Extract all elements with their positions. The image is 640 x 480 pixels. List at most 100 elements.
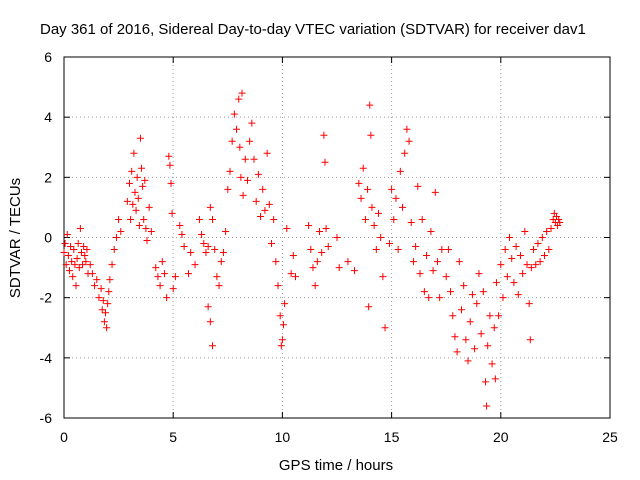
data-point bbox=[407, 218, 415, 226]
x-tick-label: 0 bbox=[60, 429, 68, 445]
data-point bbox=[359, 164, 367, 172]
x-tick-label: 25 bbox=[602, 429, 618, 445]
data-point bbox=[526, 336, 534, 344]
data-point bbox=[213, 273, 221, 281]
y-axis-label: SDTVAR / TECUs bbox=[7, 178, 24, 298]
data-point bbox=[63, 230, 71, 238]
data-point bbox=[143, 237, 151, 245]
data-point bbox=[75, 264, 83, 272]
data-point bbox=[140, 215, 148, 223]
data-point bbox=[91, 282, 99, 290]
data-point bbox=[442, 273, 450, 281]
data-point bbox=[464, 357, 472, 365]
data-point bbox=[324, 243, 332, 251]
data-point bbox=[486, 312, 494, 320]
data-point bbox=[473, 300, 481, 308]
data-point bbox=[134, 194, 142, 202]
data-point bbox=[462, 336, 470, 344]
data-point bbox=[263, 149, 271, 157]
data-point bbox=[219, 249, 227, 257]
data-point bbox=[457, 306, 465, 314]
x-tick-label: 20 bbox=[493, 429, 509, 445]
data-point bbox=[156, 282, 164, 290]
data-point bbox=[385, 240, 393, 248]
data-point bbox=[521, 227, 529, 235]
data-point bbox=[390, 215, 398, 223]
data-point bbox=[514, 291, 522, 299]
data-point bbox=[123, 197, 131, 205]
data-point bbox=[508, 255, 516, 263]
data-point bbox=[180, 243, 188, 251]
y-tick-label: -4 bbox=[40, 350, 53, 366]
data-point bbox=[224, 185, 232, 193]
data-point bbox=[506, 234, 514, 241]
data-point bbox=[468, 291, 476, 299]
data-point bbox=[388, 185, 396, 193]
data-point bbox=[420, 288, 428, 296]
data-point bbox=[110, 246, 118, 254]
data-point bbox=[69, 273, 77, 281]
data-point bbox=[60, 249, 68, 257]
data-point bbox=[81, 252, 89, 260]
data-point bbox=[200, 240, 208, 248]
data-point bbox=[95, 294, 103, 302]
data-point bbox=[495, 312, 503, 320]
data-point bbox=[431, 188, 439, 196]
data-point bbox=[176, 221, 184, 229]
data-point bbox=[545, 246, 553, 254]
data-point bbox=[131, 188, 139, 196]
data-point bbox=[412, 243, 420, 251]
data-point bbox=[133, 173, 141, 181]
data-point bbox=[350, 267, 358, 275]
data-point bbox=[82, 258, 90, 266]
data-point bbox=[88, 270, 96, 278]
data-point bbox=[195, 215, 203, 223]
y-tick-label: -6 bbox=[40, 410, 53, 426]
data-point bbox=[248, 119, 256, 127]
data-point bbox=[361, 215, 369, 223]
data-point bbox=[68, 258, 76, 266]
data-point bbox=[497, 261, 505, 269]
data-point bbox=[226, 167, 234, 175]
data-point bbox=[365, 303, 373, 311]
data-point bbox=[536, 258, 544, 266]
y-tick-label: -2 bbox=[40, 290, 53, 306]
data-point bbox=[405, 137, 413, 145]
data-point bbox=[492, 279, 500, 287]
data-point bbox=[73, 255, 81, 263]
data-point bbox=[169, 285, 177, 293]
data-point bbox=[127, 215, 135, 223]
data-point bbox=[62, 261, 70, 269]
data-point bbox=[490, 324, 498, 332]
data-point bbox=[516, 252, 524, 260]
data-point bbox=[187, 249, 195, 257]
data-point bbox=[202, 249, 210, 257]
data-point bbox=[117, 227, 125, 235]
data-point bbox=[555, 215, 563, 223]
data-point bbox=[230, 110, 238, 118]
data-point bbox=[99, 297, 107, 305]
data-point bbox=[491, 375, 499, 383]
data-point bbox=[184, 270, 192, 278]
data-point bbox=[101, 309, 109, 317]
y-tick-label: 6 bbox=[44, 49, 52, 65]
data-point bbox=[147, 227, 155, 235]
data-point bbox=[265, 200, 273, 208]
data-point bbox=[115, 215, 123, 223]
data-point bbox=[206, 318, 214, 326]
data-point bbox=[475, 270, 483, 278]
data-point bbox=[416, 270, 424, 278]
data-point bbox=[209, 342, 217, 350]
data-point bbox=[523, 261, 531, 269]
y-tick-label: 2 bbox=[44, 169, 52, 185]
data-point bbox=[128, 167, 136, 175]
data-point bbox=[98, 306, 106, 314]
data-point bbox=[455, 258, 463, 266]
data-point bbox=[479, 288, 487, 296]
data-point bbox=[141, 176, 149, 184]
data-point bbox=[211, 246, 219, 254]
data-point bbox=[307, 246, 315, 254]
data-point bbox=[252, 197, 260, 205]
data-point bbox=[289, 252, 297, 260]
